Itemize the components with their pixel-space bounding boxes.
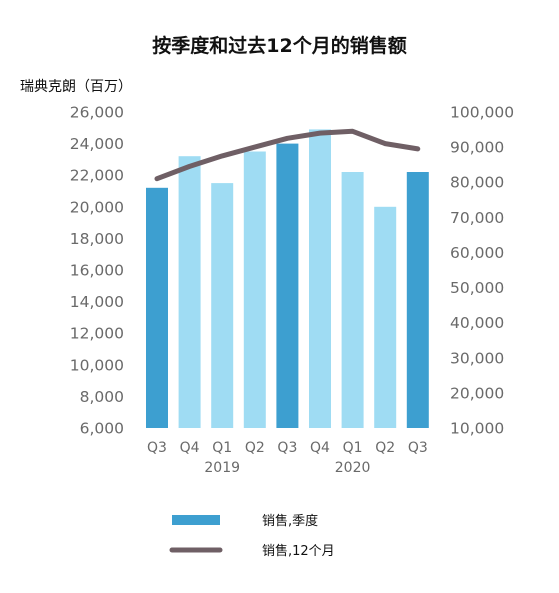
- right-tick-label: 100,000: [450, 104, 514, 122]
- bar-5: [309, 129, 331, 428]
- left-tick-label: 22,000: [70, 167, 124, 185]
- bar-0: [146, 187, 168, 428]
- x-tick-label: Q4: [180, 440, 200, 456]
- bar-7: [374, 206, 397, 428]
- right-tick-label: 40,000: [450, 314, 504, 332]
- right-tick-label: 60,000: [450, 244, 504, 262]
- x-tick-label: Q1: [343, 440, 363, 456]
- legend: 销售,季度 销售,12个月: [169, 513, 335, 559]
- x-year-label: 2020: [335, 460, 371, 476]
- bar-2: [211, 183, 234, 428]
- left-tick-label: 14,000: [70, 293, 124, 311]
- y-axis-unit-label: 瑞典克朗（百万）: [20, 79, 132, 95]
- legend-swatch-quarterly: [172, 515, 220, 525]
- bar-6: [341, 172, 364, 428]
- left-tick-label: 8,000: [80, 388, 124, 406]
- line-group: [154, 128, 421, 182]
- right-axis-ticks: 10,000 20,000 30,000 40,000 50,000 60,000 70,0…: [450, 104, 514, 438]
- x-tick-label: Q4: [310, 440, 330, 456]
- right-tick-label: 30,000: [450, 349, 504, 367]
- line-12month: [154, 128, 421, 182]
- x-axis-ticks: Q3 Q4 Q1 Q2 Q3 Q4 Q1 Q2 Q3 2019 2020: [147, 440, 428, 476]
- legend-label-quarterly: 销售,季度: [262, 513, 318, 529]
- right-tick-label: 70,000: [450, 209, 504, 227]
- x-tick-label: Q1: [212, 440, 232, 456]
- right-tick-label: 20,000: [450, 384, 504, 402]
- bar-8: [406, 172, 429, 428]
- bar-4: [276, 143, 299, 428]
- bars-group: [146, 129, 429, 428]
- x-tick-label: Q3: [408, 440, 428, 456]
- bar-1: [178, 156, 201, 428]
- left-tick-label: 20,000: [70, 198, 124, 216]
- left-tick-label: 6,000: [80, 420, 124, 438]
- x-tick-label: Q3: [147, 440, 167, 456]
- left-tick-label: 16,000: [70, 262, 124, 280]
- right-tick-label: 10,000: [450, 420, 504, 438]
- x-tick-label: Q3: [277, 440, 297, 456]
- left-tick-label: 12,000: [70, 325, 124, 343]
- left-tick-label: 24,000: [70, 135, 124, 153]
- x-tick-label: Q2: [375, 440, 395, 456]
- left-tick-label: 26,000: [70, 104, 124, 122]
- right-tick-label: 80,000: [450, 174, 504, 192]
- chart-title: 按季度和过去12个月的销售额: [152, 35, 407, 57]
- right-tick-label: 50,000: [450, 279, 504, 297]
- left-tick-label: 10,000: [70, 356, 124, 374]
- x-year-label: 2019: [204, 460, 240, 476]
- left-tick-label: 18,000: [70, 230, 124, 248]
- bar-3: [243, 151, 266, 428]
- legend-label-12month: 销售,12个月: [262, 543, 335, 559]
- left-axis-ticks: 6,000 8,000 10,000 12,000 14,000 16,000 18,000…: [70, 104, 124, 438]
- right-tick-label: 90,000: [450, 139, 504, 157]
- x-tick-label: Q2: [245, 440, 265, 456]
